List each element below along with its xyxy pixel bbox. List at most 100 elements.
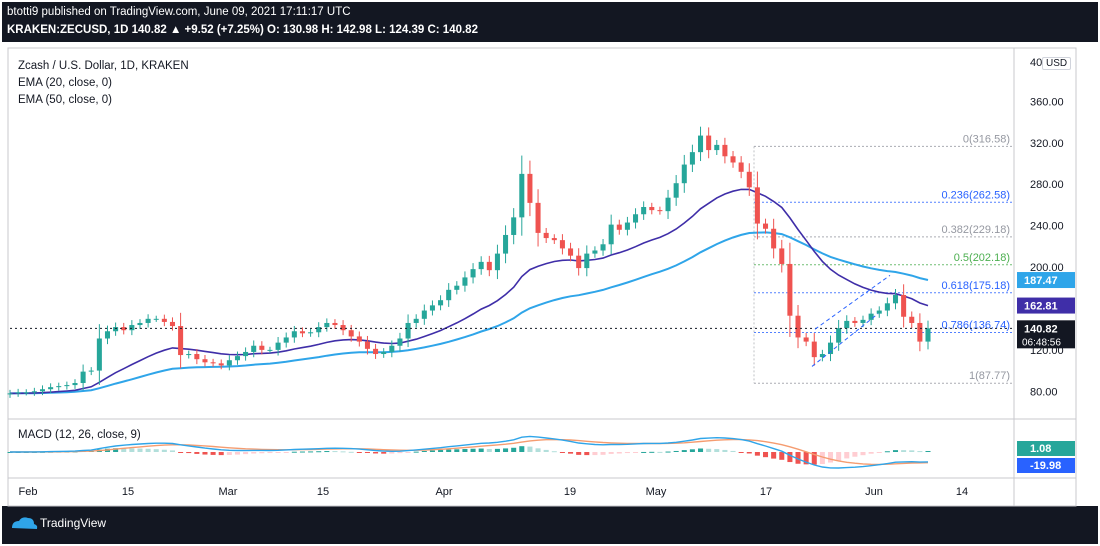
candle: [429, 300, 435, 316]
candle-body: [15, 392, 21, 394]
macd-histogram-bar: [324, 451, 330, 453]
ema20-legend[interactable]: EMA (20, close, 0): [18, 77, 112, 89]
macd-histogram-bar: [592, 452, 598, 456]
candle-body: [624, 222, 630, 230]
candle: [56, 382, 62, 391]
time-tick-label: Apr: [435, 486, 452, 498]
candle-body: [819, 354, 825, 358]
candle: [421, 304, 427, 325]
candle-body: [803, 337, 809, 342]
candle-body: [161, 318, 167, 322]
candle-body: [243, 351, 249, 357]
candle-body: [48, 387, 54, 390]
chart-frame: [7, 47, 1077, 507]
macd-histogram-bar: [535, 448, 541, 452]
macd-histogram-bar: [356, 452, 362, 453]
currency-button[interactable]: USD: [1042, 57, 1072, 70]
macd-histogram-bar: [291, 451, 297, 453]
time-tick-label: 19: [564, 486, 576, 498]
candle-body: [7, 393, 13, 395]
candle-body: [836, 328, 842, 343]
brand-name: TradingView: [40, 516, 107, 530]
candle-body: [178, 326, 184, 356]
macd-histogram-bar: [884, 451, 890, 453]
price-tick-label: 200.00: [1030, 262, 1064, 274]
candle-body: [121, 327, 127, 331]
candle-body: [901, 295, 907, 317]
macd-histogram-bar: [892, 450, 899, 452]
candle: [616, 219, 622, 235]
candle-body: [31, 391, 37, 393]
macd-histogram-bar: [868, 452, 874, 454]
candle: [299, 327, 305, 338]
macd-histogram-bar: [283, 452, 289, 453]
candle: [657, 206, 663, 215]
price-tick-label: 360.00: [1030, 96, 1064, 108]
macd-histogram-bar: [413, 451, 419, 453]
candle: [543, 227, 549, 243]
time-axis[interactable]: Feb 15 Mar 15 Apr 19 May 17 Jun 14: [19, 486, 969, 498]
macd-legend[interactable]: MACD (12, 26, close, 9): [18, 429, 141, 441]
macd-histogram-bar: [901, 450, 907, 452]
candle: [819, 349, 825, 362]
candle: [348, 324, 354, 342]
candle-body: [746, 171, 752, 188]
macd-histogram-bar: [925, 451, 931, 453]
macd-histogram-bar: [527, 446, 533, 452]
macd-tag-bg: [1017, 441, 1075, 456]
candle-body: [568, 248, 574, 256]
macd-histogram-bar: [584, 452, 590, 456]
candle-body: [88, 370, 94, 372]
candle-body: [113, 327, 119, 332]
candle: [763, 218, 769, 234]
macd-histogram-bar: [551, 451, 557, 453]
candle-body: [397, 338, 403, 346]
candle: [145, 314, 151, 328]
signal-tag: -19.98: [1030, 460, 1061, 472]
ema50-legend[interactable]: EMA (50, close, 0): [18, 94, 112, 106]
macd-histogram-bar: [503, 448, 509, 452]
candle-body: [738, 162, 744, 172]
candle: [681, 154, 687, 193]
macd-histogram-bar: [779, 452, 785, 460]
macd-histogram-bar: [827, 452, 834, 463]
price-axis[interactable]: 80.00120.00160.00200.00240.00280.00320.0…: [1017, 57, 1075, 398]
candle-body: [722, 144, 728, 157]
candle: [96, 324, 102, 385]
candle-body: [226, 360, 232, 366]
macd-histogram-bar: [819, 452, 825, 465]
macd-histogram-bar: [722, 449, 728, 452]
macd-histogram-bar: [714, 449, 720, 452]
candle: [202, 355, 208, 367]
footer-bar: [2, 506, 1098, 544]
candle-body: [405, 322, 411, 339]
candle: [673, 175, 679, 206]
candle: [665, 189, 671, 219]
candle-body: [892, 295, 899, 304]
macd-histogram-bar: [576, 452, 582, 455]
macd-histogram-bar: [397, 452, 403, 454]
ema20-line: [9, 188, 929, 395]
price-tick-label: 320.00: [1030, 138, 1064, 150]
macd-histogram-bar: [364, 452, 370, 453]
footer-logo[interactable]: TradingView: [10, 516, 106, 530]
macd-histogram-bar: [689, 449, 695, 452]
candle-body: [584, 253, 590, 269]
candle: [470, 263, 476, 284]
macd-histogram-bar: [494, 448, 500, 452]
ascending-channel[interactable]: [811, 274, 891, 367]
macd-histogram-bar: [462, 448, 468, 452]
fib-level-label: 0.236(262.58): [942, 189, 1011, 201]
candle: [722, 137, 728, 164]
candle: [48, 383, 54, 394]
candle-body: [454, 285, 460, 290]
candle-body: [429, 305, 435, 311]
candle: [836, 319, 842, 351]
candle-body: [600, 244, 606, 251]
candle-body: [316, 327, 322, 333]
fibonacci-retracement[interactable]: 0(316.58) 0.236(262.58) 0.382(229.18) 0.5(2…: [753, 133, 1012, 384]
candle: [356, 331, 362, 347]
channel-lower-line: [811, 313, 879, 367]
macd-histogram-bar: [454, 449, 460, 452]
